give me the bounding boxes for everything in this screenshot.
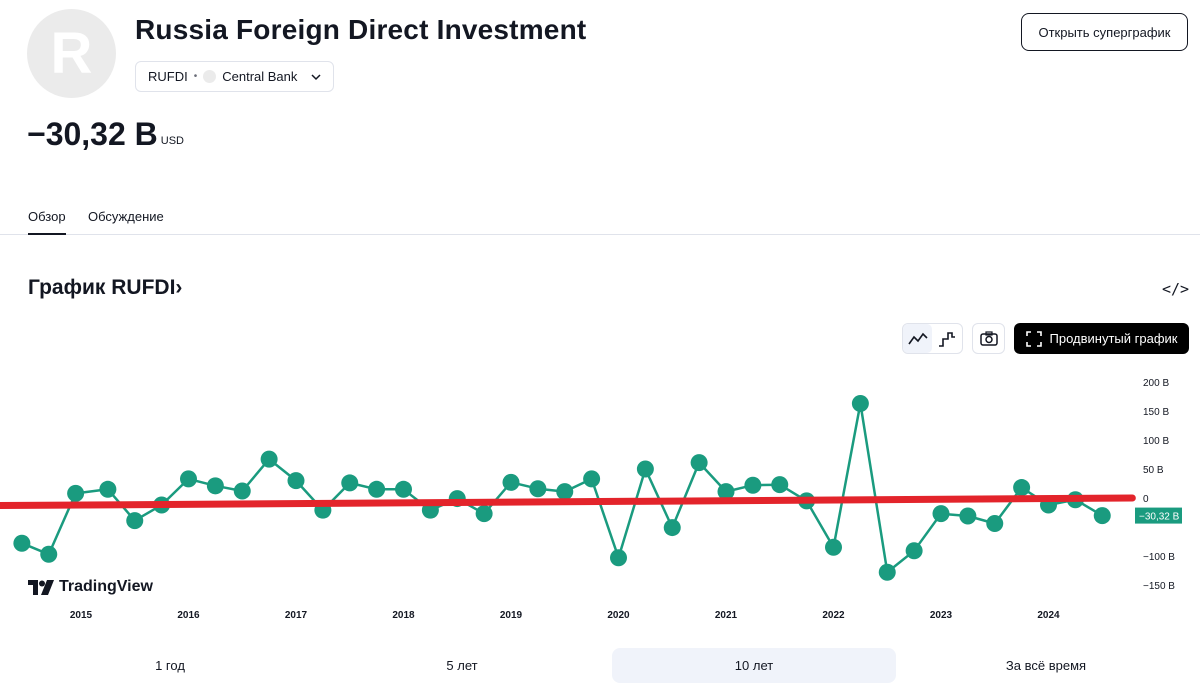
source-name: Central Bank bbox=[222, 69, 298, 84]
y-tick-label: −100 B bbox=[1143, 552, 1175, 563]
fullscreen-icon bbox=[1025, 330, 1042, 347]
tradingview-icon bbox=[28, 579, 54, 595]
data-point bbox=[341, 474, 359, 492]
embed-code-icon[interactable]: </> bbox=[1162, 280, 1190, 298]
range-1y[interactable]: 1 год bbox=[155, 658, 185, 673]
symbol-source-selector[interactable]: RUFDI • Central Bank bbox=[135, 61, 335, 92]
separator-dot: • bbox=[193, 71, 198, 82]
page-title: Russia Foreign Direct Investment bbox=[135, 14, 587, 45]
x-tick-label: 2016 bbox=[177, 610, 200, 621]
tab-discussion[interactable]: Обсуждение bbox=[88, 209, 164, 224]
data-point bbox=[126, 512, 144, 530]
x-tick-label: 2024 bbox=[1037, 610, 1060, 621]
data-point bbox=[690, 454, 708, 472]
data-point bbox=[529, 480, 547, 498]
data-point bbox=[13, 534, 31, 552]
chevron-right-icon: › bbox=[175, 276, 183, 299]
data-point bbox=[1013, 479, 1031, 497]
data-point bbox=[636, 460, 654, 478]
x-tick-label: 2018 bbox=[392, 610, 415, 621]
data-point bbox=[825, 538, 842, 556]
data-point bbox=[99, 480, 117, 498]
data-point bbox=[663, 519, 681, 537]
last-value-badge bbox=[1135, 507, 1182, 524]
data-point bbox=[610, 549, 627, 567]
chevron-down-icon bbox=[311, 70, 321, 84]
y-tick-label: 200 B bbox=[1143, 378, 1169, 389]
data-point bbox=[905, 542, 923, 560]
last-value-label: −30,32 B bbox=[1139, 512, 1180, 523]
data-point bbox=[475, 505, 493, 523]
chart-style-toggle bbox=[902, 323, 963, 354]
advanced-chart-label: Продвинутый график bbox=[1049, 331, 1178, 346]
x-tick-label: 2022 bbox=[822, 610, 845, 621]
step-chart-button[interactable] bbox=[932, 324, 961, 353]
x-tick-label: 2023 bbox=[930, 610, 953, 621]
open-supergraph-button[interactable]: Открыть суперграфик bbox=[1021, 13, 1188, 51]
data-point bbox=[986, 515, 1004, 533]
range-5y[interactable]: 5 лет bbox=[446, 658, 478, 673]
range-all[interactable]: За всё время bbox=[1005, 658, 1087, 673]
value-unit: USD bbox=[160, 135, 184, 147]
line-chart-button[interactable] bbox=[903, 324, 932, 353]
line-chart-icon bbox=[907, 332, 928, 344]
tab-bar: Обзор Обсуждение bbox=[0, 205, 1200, 235]
y-tick-label: 150 B bbox=[1143, 407, 1169, 418]
data-point bbox=[851, 394, 869, 412]
x-tick-label: 2017 bbox=[285, 610, 308, 621]
range-selector: 1 год 5 лет 10 лет За всё время bbox=[0, 648, 1200, 683]
tradingview-wordmark: TradingView bbox=[59, 578, 153, 595]
source-logo-icon bbox=[203, 70, 217, 83]
symbol-logo: R bbox=[27, 9, 116, 98]
x-tick-label: 2020 bbox=[607, 610, 630, 621]
chart-title-text: График RUFDI bbox=[28, 276, 176, 299]
trend-line bbox=[0, 494, 1136, 510]
current-value: −30,32 B USD bbox=[27, 116, 184, 153]
data-point bbox=[932, 505, 950, 523]
tab-overview[interactable]: Обзор bbox=[28, 209, 66, 235]
value-number: −30,32 B bbox=[27, 116, 158, 152]
data-point bbox=[717, 483, 735, 501]
data-point bbox=[959, 507, 977, 525]
data-point bbox=[287, 472, 305, 490]
data-point bbox=[583, 470, 601, 488]
symbol-ticker: RUFDI bbox=[148, 69, 188, 84]
data-point bbox=[368, 480, 386, 498]
y-tick-label: 100 B bbox=[1143, 436, 1169, 447]
data-point bbox=[180, 470, 197, 488]
data-point bbox=[502, 473, 520, 491]
fdi-line-chart[interactable]: 200 B 150 B 100 B 50 B 0 −100 B −150 B −30,32 B… bbox=[0, 365, 1200, 630]
data-point bbox=[260, 450, 278, 468]
data-point bbox=[744, 476, 762, 494]
data-point bbox=[395, 480, 412, 498]
range-10y[interactable]: 10 лет bbox=[612, 648, 896, 683]
advanced-chart-button[interactable]: Продвинутый график bbox=[1014, 323, 1189, 354]
tradingview-logo[interactable]: TradingView bbox=[28, 578, 153, 596]
data-point bbox=[67, 484, 85, 502]
data-point bbox=[771, 476, 789, 494]
x-tick-label: 2021 bbox=[715, 610, 738, 621]
screenshot-button[interactable] bbox=[972, 323, 1005, 354]
data-point bbox=[206, 477, 224, 495]
data-point bbox=[878, 563, 896, 581]
step-chart-icon bbox=[938, 331, 955, 347]
data-point bbox=[556, 483, 574, 501]
camera-icon bbox=[979, 331, 998, 346]
y-tick-label: 0 bbox=[1143, 494, 1149, 505]
x-tick-label: 2019 bbox=[500, 610, 523, 621]
y-tick-label: 50 B bbox=[1143, 465, 1164, 476]
chart-title-link[interactable]: График RUFDI› bbox=[28, 276, 182, 300]
data-point bbox=[1093, 507, 1111, 525]
data-point bbox=[233, 482, 251, 500]
data-point bbox=[40, 545, 58, 563]
x-tick-label: 2015 bbox=[70, 610, 93, 621]
y-tick-label: −150 B bbox=[1143, 581, 1175, 592]
